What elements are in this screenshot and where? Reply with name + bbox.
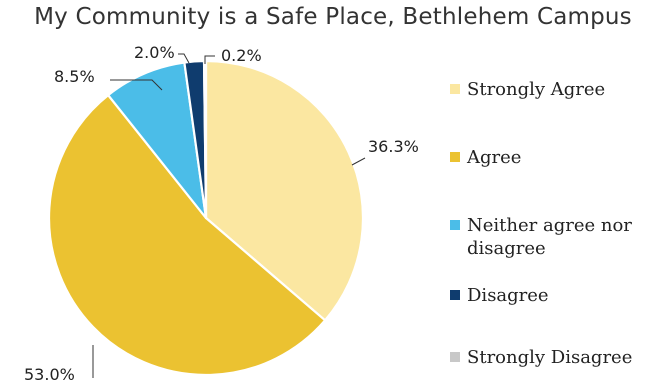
legend-label-disagree: Disagree [467, 285, 549, 306]
data-label-neither-agree-nor-disagree: 8.5% [54, 67, 95, 86]
legend-swatch-agree [450, 152, 460, 162]
legend-swatch-neither-agree-nor-disagree [450, 220, 460, 230]
chart-title: My Community is a Safe Place, Bethlehem … [34, 4, 632, 30]
legend: Strongly Agree Agree Neither agree nor disa… [450, 79, 632, 368]
legend-swatch-strongly-agree [450, 84, 460, 94]
pie-slice-agree [47, 94, 327, 377]
pie-slices [47, 59, 365, 377]
legend-label-strongly-disagree: Strongly Disagree [467, 347, 632, 368]
data-label-disagree: 2.0% [134, 43, 175, 62]
legend-swatch-strongly-disagree [450, 352, 460, 362]
data-label-strongly-agree: 36.3% [368, 137, 419, 156]
legend-label-agree: Agree [466, 147, 521, 168]
data-label-strongly-disagree: 0.2% [221, 46, 262, 65]
pie-slice-neither-agree-nor-disagree [107, 61, 208, 220]
pie-slice-strongly-agree [204, 59, 365, 322]
leader-line-strongly-disagree [204, 55, 215, 64]
leader-line-strongly-agree [351, 157, 366, 166]
leader-line-disagree [178, 53, 190, 64]
legend-label-strongly-agree: Strongly Agree [467, 79, 605, 100]
leader-line-neither-agree-nor-disagree [110, 79, 163, 91]
legend-label-neither-agree-nor-disagree: Neither agree nor disagree [467, 215, 632, 259]
leader-lines [92, 53, 366, 378]
data-labels: 36.3% 53.0% 8.5% 2.0% 0.2% [24, 43, 419, 384]
legend-swatch-disagree [450, 290, 460, 300]
data-label-agree: 53.0% [24, 365, 75, 384]
